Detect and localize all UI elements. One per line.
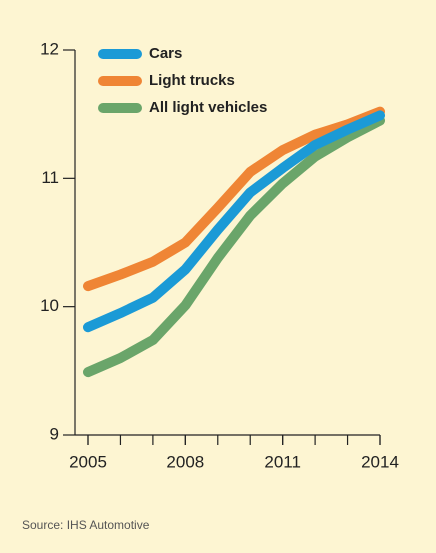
- x-tick-label: 2005: [69, 452, 107, 471]
- x-tick-label: 2011: [264, 452, 301, 471]
- legend-label: All light vehicles: [149, 99, 267, 116]
- y-tick-label: 9: [50, 424, 59, 443]
- legend-label: Cars: [149, 45, 182, 62]
- series-line: [83, 110, 385, 333]
- y-tick-label: 11: [41, 168, 59, 187]
- series-line: [83, 106, 385, 292]
- y-tick-label: 12: [40, 39, 59, 58]
- series-line: [83, 115, 385, 378]
- x-tick-label: 2008: [166, 452, 204, 471]
- source: Source: IHS Automotive: [22, 518, 150, 532]
- y-tick-label: 10: [40, 296, 59, 315]
- legend-label: Light trucks: [149, 72, 235, 89]
- x-tick-label: 2014: [361, 452, 399, 471]
